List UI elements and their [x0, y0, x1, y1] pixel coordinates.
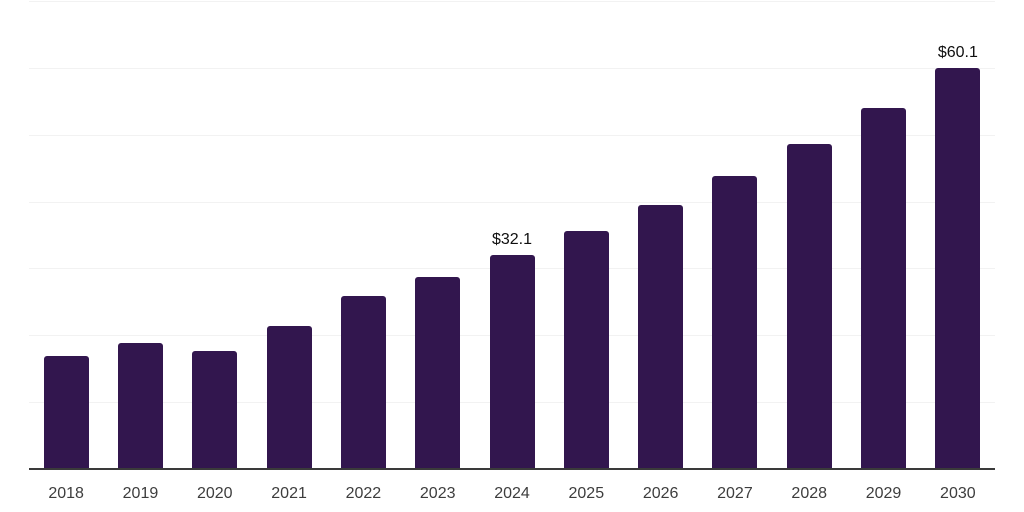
bar-2029 — [861, 107, 907, 470]
bar-2025 — [563, 231, 609, 470]
gridline-50 — [29, 134, 995, 136]
x-tick-label-2028: 2028 — [791, 485, 828, 502]
plot-area: $32.1 $60.1 — [29, 0, 995, 470]
bar-2026 — [638, 205, 684, 470]
bar-2030 — [935, 68, 981, 470]
x-tick-label-2018: 2018 — [48, 485, 84, 502]
gridline-40 — [29, 201, 995, 203]
x-tick-label-2019: 2019 — [122, 485, 159, 502]
x-tick-label-2023: 2023 — [419, 485, 456, 502]
gridline-60 — [29, 67, 995, 69]
x-axis-line — [29, 468, 995, 470]
x-tick-label-2030: 2030 — [940, 485, 976, 502]
bar-2019 — [117, 342, 163, 470]
x-tick-label-2021: 2021 — [271, 485, 307, 502]
data-label-2024: $32.1 — [491, 231, 533, 249]
bar-2020 — [192, 351, 238, 470]
bar-2022 — [340, 296, 386, 470]
gridline-70 — [29, 1, 995, 3]
bar-2018 — [43, 356, 89, 470]
bar-2028 — [786, 144, 832, 470]
bar-2027 — [712, 175, 758, 470]
x-tick-label-2024: 2024 — [494, 485, 530, 502]
x-tick-label-2027: 2027 — [717, 485, 753, 502]
bar-2024 — [489, 255, 535, 470]
x-tick-label-2026: 2026 — [642, 485, 679, 502]
x-tick-label-2025: 2025 — [568, 485, 605, 502]
bar-2021 — [266, 326, 312, 470]
x-axis-tick-labels: 2018 2019 2020 2021 2022 2023 2024 2025 2026 2027… — [29, 483, 995, 505]
x-tick-label-2022: 2022 — [345, 485, 382, 502]
x-tick-label-2029: 2029 — [865, 485, 902, 502]
x-tick-label-2020: 2020 — [196, 485, 233, 502]
data-label-2030: $60.1 — [937, 44, 978, 62]
bar-2023 — [415, 276, 461, 470]
